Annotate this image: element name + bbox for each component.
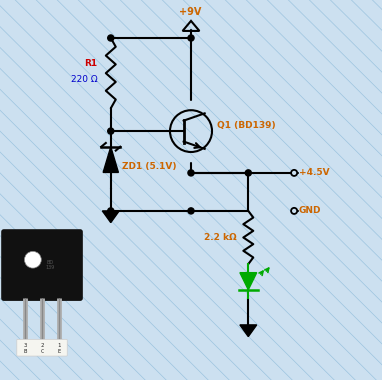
Text: 1
E: 1 E (57, 343, 60, 354)
Text: BD
139: BD 139 (45, 260, 54, 271)
Circle shape (245, 170, 251, 176)
FancyBboxPatch shape (2, 230, 82, 300)
Text: +9V: +9V (179, 7, 201, 17)
Circle shape (108, 35, 114, 41)
Circle shape (188, 35, 194, 41)
Circle shape (291, 208, 297, 214)
Text: ZD1 (5.1V): ZD1 (5.1V) (122, 162, 177, 171)
Polygon shape (103, 147, 118, 173)
Circle shape (24, 252, 41, 268)
Circle shape (108, 128, 114, 134)
FancyBboxPatch shape (17, 339, 67, 356)
Polygon shape (240, 325, 257, 337)
Circle shape (108, 208, 114, 214)
Text: +4.5V: +4.5V (299, 168, 329, 177)
Polygon shape (240, 273, 257, 290)
Circle shape (188, 208, 194, 214)
Polygon shape (102, 211, 119, 223)
Text: R1: R1 (84, 59, 97, 68)
Circle shape (188, 170, 194, 176)
Text: 220 Ω: 220 Ω (71, 76, 97, 84)
Circle shape (291, 170, 297, 176)
Text: 3
B: 3 B (24, 343, 27, 354)
Text: GND: GND (299, 206, 321, 215)
Text: 2
C: 2 C (40, 343, 44, 354)
Text: 2.2 kΩ: 2.2 kΩ (204, 233, 237, 242)
Text: Q1 (BD139): Q1 (BD139) (217, 121, 275, 130)
